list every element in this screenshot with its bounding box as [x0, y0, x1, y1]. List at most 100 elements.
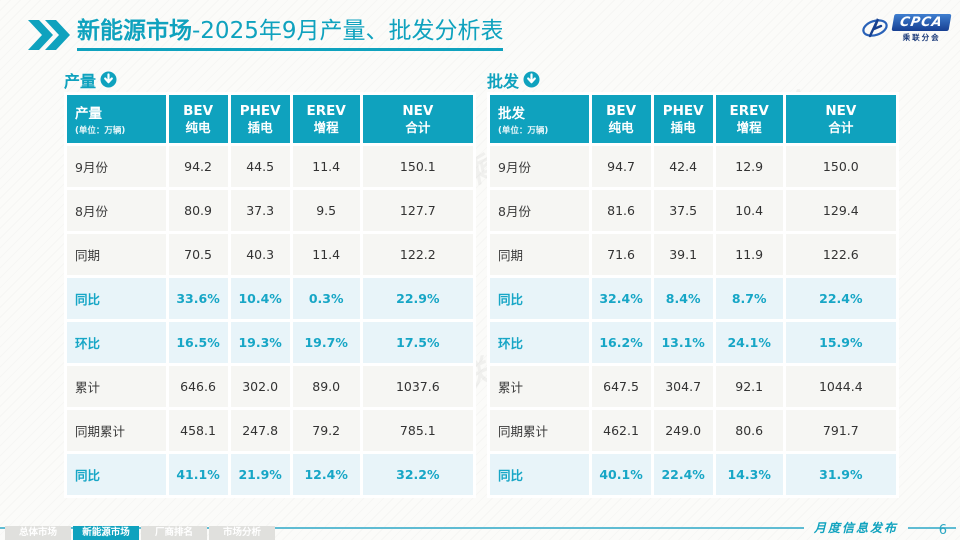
value-cell: 32.4%: [591, 278, 651, 319]
corner-header-cell: 批发 (单位：万辆): [490, 95, 589, 143]
table-header-row: 产量 (单位：万辆) BEV 纯电 PHEV 插电 EREV 增程 NEV 合计: [67, 95, 473, 143]
value-cell: 44.5: [230, 146, 290, 187]
row-label: 8月份: [490, 190, 589, 231]
value-cell: 12.9: [715, 146, 783, 187]
value-cell: 42.4: [653, 146, 713, 187]
value-cell: 92.1: [715, 366, 783, 407]
value-cell: 1037.6: [362, 366, 473, 407]
cpca-swoosh-icon: [862, 17, 889, 37]
slide-header: 新能源市场-2025年9月产量、批发分析表: [28, 18, 504, 52]
value-cell: 16.2%: [591, 322, 651, 363]
value-cell: 19.7%: [292, 322, 360, 363]
value-cell: 1044.4: [785, 366, 896, 407]
column-header-erev: EREV 增程: [715, 95, 783, 143]
value-cell: 10.4: [715, 190, 783, 231]
value-cell: 39.1: [653, 234, 713, 275]
value-cell: 80.9: [168, 190, 228, 231]
table-row: 同比 40.1% 22.4% 14.3% 31.9%: [490, 454, 896, 495]
wholesale-panel: 批发 批发 (单位：万辆) BEV 纯电 PHEV 插电: [487, 68, 899, 498]
value-cell: 11.4: [292, 234, 360, 275]
production-section-header: 产量: [64, 68, 476, 91]
footer-line-left: [0, 526, 804, 529]
value-cell: 94.7: [591, 146, 651, 187]
table-header-row: 批发 (单位：万辆) BEV 纯电 PHEV 插电 EREV 增程 NEV 合计: [490, 95, 896, 143]
table-row: 环比 16.2% 13.1% 24.1% 15.9%: [490, 322, 896, 363]
column-header-erev: EREV 增程: [292, 95, 360, 143]
column-header-bev: BEV 纯电: [591, 95, 651, 143]
corner-unit: (单位：万辆): [498, 126, 549, 136]
page-title: 新能源市场-2025年9月产量、批发分析表: [77, 18, 504, 52]
production-table: 产量 (单位：万辆) BEV 纯电 PHEV 插电 EREV 增程 NEV 合计 9月份…: [64, 92, 476, 498]
tab-oem-ranking[interactable]: 厂商排名: [141, 526, 207, 540]
value-cell: 646.6: [168, 366, 228, 407]
row-label: 累计: [490, 366, 589, 407]
cpca-logo: CPCA 乘联分会: [860, 14, 952, 43]
value-cell: 10.4%: [230, 278, 290, 319]
tab-overall-market[interactable]: 总体市场: [5, 526, 71, 540]
value-cell: 89.0: [292, 366, 360, 407]
value-cell: 21.9%: [230, 454, 290, 495]
cpca-logo-text-block: CPCA 乘联分会: [891, 14, 952, 43]
value-cell: 8.4%: [653, 278, 713, 319]
value-cell: 647.5: [591, 366, 651, 407]
table-row: 同期 70.5 40.3 11.4 122.2: [67, 234, 473, 275]
value-cell: 16.5%: [168, 322, 228, 363]
value-cell: 12.4%: [292, 454, 360, 495]
wholesale-table: 批发 (单位：万辆) BEV 纯电 PHEV 插电 EREV 增程 NEV 合计 9月份…: [487, 92, 899, 498]
column-header-nev: NEV 合计: [785, 95, 896, 143]
cpca-logo-text: CPCA: [891, 14, 952, 31]
tab-market-analysis[interactable]: 市场分析: [209, 526, 275, 540]
value-cell: 122.2: [362, 234, 473, 275]
wholesale-section-header: 批发: [487, 68, 899, 91]
value-cell: 247.8: [230, 410, 290, 451]
value-cell: 458.1: [168, 410, 228, 451]
title-rest: -2025年9月产量、批发分析表: [192, 18, 504, 44]
value-cell: 40.1%: [591, 454, 651, 495]
value-cell: 462.1: [591, 410, 651, 451]
row-label: 8月份: [67, 190, 166, 231]
value-cell: 40.3: [230, 234, 290, 275]
title-highlight: 新能源市场: [77, 18, 192, 44]
production-section-label: 产量: [64, 71, 97, 91]
corner-label: 批发: [498, 106, 525, 122]
table-row: 累计 646.6 302.0 89.0 1037.6: [67, 366, 473, 407]
value-cell: 22.4%: [653, 454, 713, 495]
value-cell: 13.1%: [653, 322, 713, 363]
value-cell: 150.1: [362, 146, 473, 187]
down-arrow-circle-icon: [100, 71, 117, 88]
value-cell: 304.7: [653, 366, 713, 407]
row-label: 9月份: [67, 146, 166, 187]
row-label: 同比: [490, 278, 589, 319]
value-cell: 127.7: [362, 190, 473, 231]
release-label: 月度信息发布: [813, 521, 898, 535]
tab-nev-market[interactable]: 新能源市场: [73, 526, 139, 540]
row-label: 累计: [67, 366, 166, 407]
cpca-logo-caption: 乘联分会: [902, 33, 941, 42]
value-cell: 22.9%: [362, 278, 473, 319]
row-label: 同比: [490, 454, 589, 495]
table-row: 同比 32.4% 8.4% 8.7% 22.4%: [490, 278, 896, 319]
footer-line-right: [908, 526, 956, 529]
table-row: 同期累计 462.1 249.0 80.6 791.7: [490, 410, 896, 451]
table-row: 9月份 94.7 42.4 12.9 150.0: [490, 146, 896, 187]
row-label: 环比: [490, 322, 589, 363]
row-label: 同期: [490, 234, 589, 275]
value-cell: 785.1: [362, 410, 473, 451]
row-label: 同期累计: [490, 410, 589, 451]
row-label: 同比: [67, 278, 166, 319]
value-cell: 122.6: [785, 234, 896, 275]
value-cell: 14.3%: [715, 454, 783, 495]
value-cell: 37.5: [653, 190, 713, 231]
value-cell: 8.7%: [715, 278, 783, 319]
row-label: 环比: [67, 322, 166, 363]
value-cell: 19.3%: [230, 322, 290, 363]
value-cell: 41.1%: [168, 454, 228, 495]
value-cell: 37.3: [230, 190, 290, 231]
value-cell: 31.9%: [785, 454, 896, 495]
value-cell: 9.5: [292, 190, 360, 231]
table-row: 同比 33.6% 10.4% 0.3% 22.9%: [67, 278, 473, 319]
value-cell: 11.9: [715, 234, 783, 275]
double-chevron-icon: [28, 20, 70, 50]
value-cell: 32.2%: [362, 454, 473, 495]
corner-unit: (单位：万辆): [75, 126, 126, 136]
